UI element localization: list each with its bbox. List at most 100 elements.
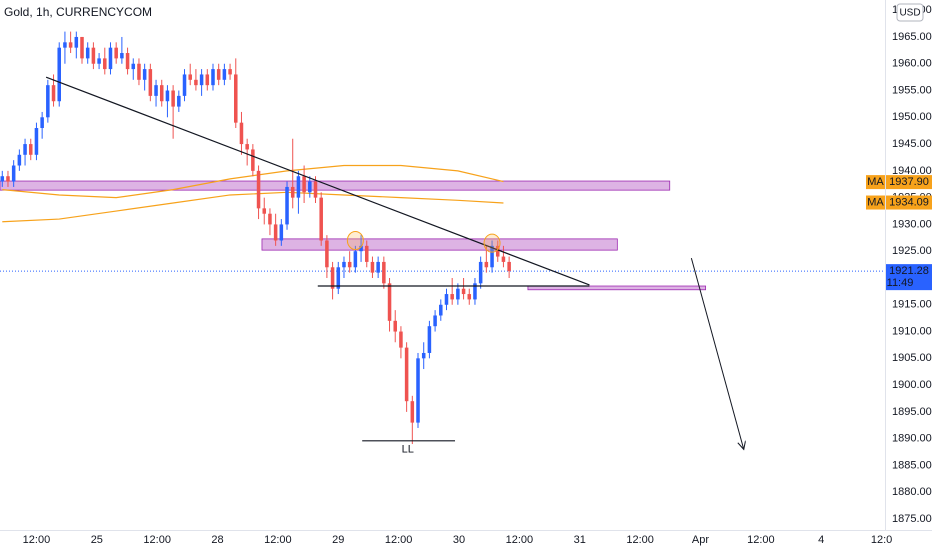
candle-body <box>199 74 204 86</box>
candle-body <box>404 347 409 402</box>
ma-tag-name-box <box>866 175 885 190</box>
candle-body <box>108 47 113 70</box>
x-tick-label: 4 <box>818 534 824 546</box>
x-tick-label: 12:00 <box>506 534 534 546</box>
candle-body <box>421 352 426 359</box>
candle-body <box>182 74 187 96</box>
candle-body <box>262 208 267 214</box>
y-tick-label: 1945.00 <box>892 138 932 150</box>
candle-body <box>268 213 272 225</box>
candle-body <box>222 69 227 80</box>
candle-body <box>171 90 175 107</box>
axes: 1875.00 1880.00 1885.00 1890.00 1895.00 1900.… <box>23 4 932 546</box>
candle-body <box>137 63 141 80</box>
x-tick-label: 12:00 <box>23 534 51 546</box>
zone <box>261 238 618 251</box>
candle-body <box>296 176 301 198</box>
candle-body <box>188 74 192 80</box>
candle-body <box>279 224 284 241</box>
chart-title: Gold, 1h, CURRENCYCOM <box>4 5 152 19</box>
candle-body <box>450 294 454 300</box>
candle-body <box>467 294 472 300</box>
x-tick-label: 12:00 <box>264 534 292 546</box>
annotation: LL <box>402 443 414 455</box>
candle-body <box>211 69 215 86</box>
candle-body <box>28 144 33 155</box>
y-tick-label: 1965.00 <box>892 31 932 43</box>
x-tick-label: 12:0 <box>871 534 892 546</box>
candle-body <box>80 36 84 59</box>
drawn-line <box>45 76 590 286</box>
y-tick-label: 1890.00 <box>892 433 932 445</box>
candle-body <box>256 170 261 209</box>
y-tick-label: 1955.00 <box>892 84 932 96</box>
candle-body <box>68 42 73 48</box>
candle-body <box>91 47 96 64</box>
candle-body <box>46 85 50 118</box>
candle-body <box>290 186 295 198</box>
candle-body <box>427 326 432 353</box>
candle-body <box>0 176 5 182</box>
candle-body <box>165 90 170 102</box>
candle-body <box>34 128 39 155</box>
ma-tag-name: MA <box>867 176 884 188</box>
candle-body <box>239 122 244 145</box>
candle-body <box>370 261 375 273</box>
candle-body <box>359 245 363 252</box>
candle-body <box>399 331 403 348</box>
zone <box>0 180 671 191</box>
ma-tag-name-box <box>866 195 885 210</box>
y-tick-label: 1950.00 <box>892 111 932 123</box>
candle-body <box>456 288 460 300</box>
candle-body <box>40 117 44 129</box>
ma-tag-box <box>886 195 932 210</box>
candle-body <box>17 154 22 166</box>
ma-tag-name: MA <box>867 196 884 208</box>
candle-body <box>325 240 329 268</box>
candle-body <box>393 320 397 332</box>
candle-body <box>347 261 352 268</box>
candle-body <box>234 74 238 123</box>
x-tick-label: 28 <box>211 534 223 546</box>
candle-body <box>410 401 415 423</box>
candle-body <box>251 149 255 171</box>
y-tick-label: 1880.00 <box>892 486 932 498</box>
x-tick-label: 29 <box>332 534 344 546</box>
highlight-circle <box>483 233 501 253</box>
ma-tag-box <box>886 175 932 190</box>
candle-body <box>74 36 79 48</box>
x-tick-label: 31 <box>574 534 586 546</box>
x-tick-label: Apr <box>692 534 709 546</box>
candle-body <box>285 186 289 225</box>
candle-body <box>319 197 323 241</box>
y-tick-label: 1900.00 <box>892 379 932 391</box>
candle-body <box>177 95 181 107</box>
candle-body <box>154 85 158 96</box>
candle-body <box>63 42 67 48</box>
candle-body <box>507 261 511 272</box>
candle-body <box>125 53 130 70</box>
y-tick-label: 1940.00 <box>892 165 932 177</box>
candle-body <box>23 144 27 155</box>
candle-body <box>473 283 477 300</box>
candle-body <box>51 85 56 102</box>
countdown: 11:49 <box>887 277 914 289</box>
candle-body <box>461 288 466 295</box>
candle-body <box>353 251 358 268</box>
candle-body <box>6 176 10 182</box>
x-tick-label: 12:00 <box>747 534 775 546</box>
currency[interactable]: USD <box>899 8 920 19</box>
candle-body <box>433 315 437 327</box>
candle-body <box>85 47 90 59</box>
candle-body <box>495 245 500 257</box>
x-tick-label: 12:00 <box>626 534 654 546</box>
currency-box[interactable] <box>896 3 924 22</box>
candle-body <box>478 261 483 284</box>
candle-body <box>416 358 420 423</box>
zone <box>527 285 707 291</box>
current-price: 1921.28 <box>889 265 929 277</box>
candle-body <box>273 224 278 241</box>
